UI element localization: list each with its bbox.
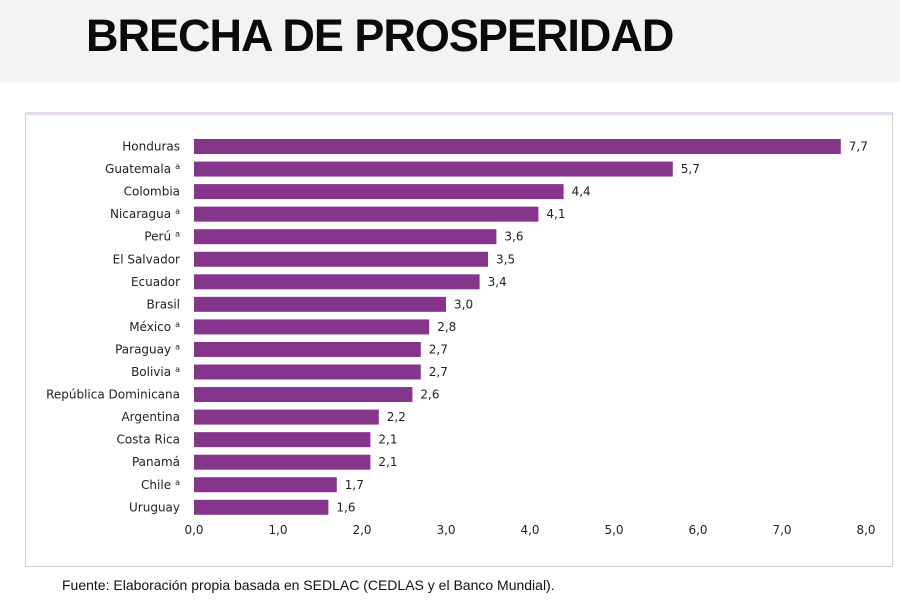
value-label: 2,1 [378, 455, 397, 469]
category-footnote-mark: a [175, 365, 180, 374]
category-label: México a [129, 320, 180, 334]
source-note: Fuente: Elaboración propia basada en SED… [62, 577, 555, 593]
category-label: Nicaragua a [110, 207, 180, 221]
bar [194, 454, 371, 470]
category-footnote-mark: a [175, 162, 180, 171]
value-label: 3,0 [454, 297, 473, 311]
bar [194, 364, 421, 380]
category-name: Paraguay [115, 342, 171, 356]
category-label: El Salvador [113, 252, 180, 266]
value-label: 4,4 [572, 185, 591, 199]
value-label: 4,1 [546, 207, 565, 221]
category-name: Honduras [122, 140, 180, 154]
category-name: Nicaragua [110, 207, 171, 221]
value-label: 3,5 [496, 252, 515, 266]
bar [194, 274, 480, 290]
value-label: 2,8 [437, 320, 456, 334]
bar [194, 206, 539, 222]
category-label: Brasil [147, 297, 180, 311]
category-label: Paraguay a [115, 342, 180, 356]
bar [194, 319, 430, 335]
page-title: BRECHA DE PROSPERIDAD [86, 10, 674, 61]
bar [194, 184, 564, 200]
header-band: BRECHA DE PROSPERIDAD [0, 0, 900, 82]
category-name: Panamá [132, 455, 180, 469]
category-label: Argentina [121, 410, 180, 424]
bar [194, 477, 337, 493]
category-label: República Dominicana [46, 388, 180, 402]
bar [194, 387, 413, 403]
value-label: 2,7 [429, 365, 448, 379]
category-name: El Salvador [113, 252, 180, 266]
category-footnote-mark: a [175, 320, 180, 329]
category-label: Chile a [141, 478, 180, 492]
value-label: 3,4 [488, 275, 507, 289]
value-label: 3,6 [504, 230, 523, 244]
category-label: Uruguay [129, 500, 180, 514]
x-tick-label: 5,0 [604, 523, 623, 537]
category-footnote-mark: a [175, 230, 180, 239]
category-name: México [129, 320, 171, 334]
category-name: Colombia [124, 185, 180, 199]
category-label: Costa Rica [117, 433, 180, 447]
value-label: 7,7 [849, 140, 868, 154]
category-label: Ecuador [131, 275, 180, 289]
bar [194, 409, 379, 425]
x-tick-label: 6,0 [688, 523, 707, 537]
bar [194, 296, 446, 312]
value-label: 2,6 [420, 388, 439, 402]
value-label: 1,7 [345, 478, 364, 492]
category-label: Guatemala a [105, 162, 180, 176]
x-tick-label: 3,0 [436, 523, 455, 537]
category-name: Brasil [147, 297, 180, 311]
x-tick-label: 7,0 [772, 523, 791, 537]
category-footnote-mark: a [175, 342, 180, 351]
x-tick-label: 0,0 [184, 523, 203, 537]
x-tick-label: 8,0 [856, 523, 875, 537]
value-label: 1,6 [336, 500, 355, 514]
x-tick-label: 4,0 [520, 523, 539, 537]
x-tick-label: 2,0 [352, 523, 371, 537]
category-name: Ecuador [131, 275, 180, 289]
category-name: Guatemala [105, 162, 171, 176]
category-name: Costa Rica [117, 433, 180, 447]
bar [194, 432, 371, 448]
bar [194, 499, 329, 515]
category-name: Chile [141, 478, 171, 492]
category-name: República Dominicana [46, 388, 180, 402]
bar [194, 341, 421, 357]
value-label: 2,2 [387, 410, 406, 424]
bar [194, 251, 488, 267]
value-label: 2,7 [429, 342, 448, 356]
category-label: Perú a [144, 230, 180, 244]
x-tick-label: 1,0 [268, 523, 287, 537]
bar [194, 229, 497, 245]
category-name: Argentina [121, 410, 180, 424]
value-label: 2,1 [378, 433, 397, 447]
category-name: Perú [144, 230, 171, 244]
value-label: 5,7 [681, 162, 700, 176]
category-label: Panamá [132, 455, 180, 469]
bar [194, 161, 673, 177]
category-label: Colombia [124, 185, 180, 199]
category-name: Bolivia [131, 365, 171, 379]
category-label: Bolivia a [131, 365, 180, 379]
category-label: Honduras [122, 140, 180, 154]
bar [194, 139, 841, 154]
category-footnote-mark: a [175, 478, 180, 487]
category-name: Uruguay [129, 500, 180, 514]
category-footnote-mark: a [175, 207, 180, 216]
